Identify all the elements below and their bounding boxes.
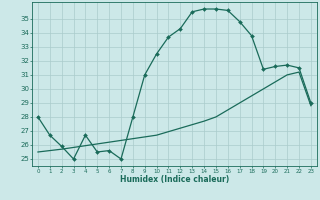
X-axis label: Humidex (Indice chaleur): Humidex (Indice chaleur)	[120, 175, 229, 184]
